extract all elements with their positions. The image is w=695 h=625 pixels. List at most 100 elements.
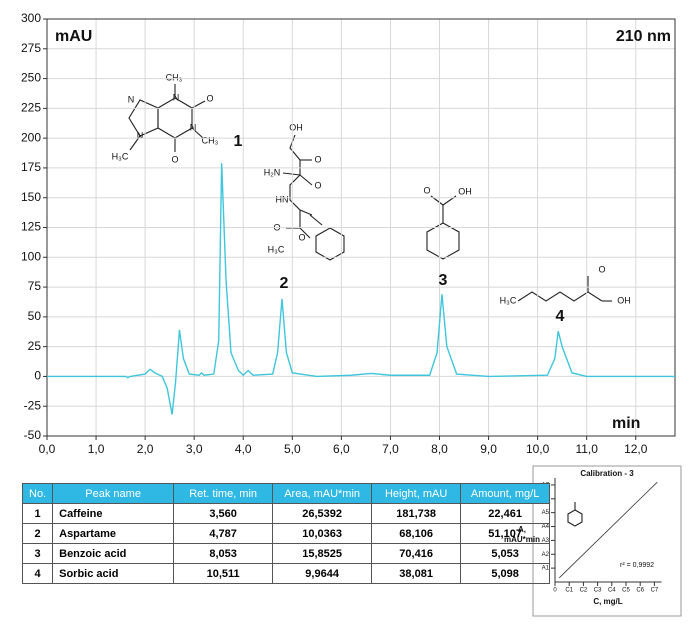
y-tick-label: 275	[21, 41, 41, 55]
table-cell: 22,461	[460, 503, 551, 524]
header-cell: Ret. time, min	[173, 483, 274, 504]
bond	[299, 174, 313, 186]
table-cell: 3,560	[173, 503, 274, 524]
y-tick-label: 75	[28, 279, 42, 293]
atom: O	[298, 232, 305, 242]
x-tick-label: 11,0	[575, 442, 598, 456]
atom: OH	[458, 186, 472, 196]
table-cell: 26,5392	[272, 503, 373, 524]
atom: O	[171, 154, 178, 164]
x-tick-label: C5	[622, 588, 630, 594]
atom: H₃C	[112, 151, 129, 161]
inset-benzoic-acid	[567, 502, 583, 527]
table-cell: 51,107	[460, 523, 551, 544]
atom: O	[598, 264, 605, 274]
table-cell: 9,9644	[272, 563, 373, 584]
benzoic-acid-structure: O OH	[423, 185, 472, 260]
y-axis-label: mAU	[55, 28, 92, 45]
x-tick-label: 5,0	[284, 442, 301, 456]
results-table: No. Peak name Ret. time, min Area, mAU*min H…	[21, 483, 551, 584]
caffeine-structure: N N N N O O CH₃ CH₃ H₃C	[112, 72, 219, 164]
header-cell: Area, mAU*min	[272, 483, 373, 504]
atom: O	[423, 185, 430, 195]
x-tick-label: 7,0	[382, 442, 399, 456]
atom: N	[173, 92, 180, 102]
plot-frame	[46, 18, 676, 437]
header-cell: Amount, mg/L	[460, 483, 551, 504]
table-row: 1 Caffeine 3,560 26,5392 181,738 22,461	[21, 503, 551, 524]
table-cell: 10,0363	[272, 523, 373, 544]
x-tick-label: 3,0	[186, 442, 203, 456]
x-tick-label: 0	[553, 588, 557, 594]
x-tick-label: C6	[636, 588, 644, 594]
table-cell: 70,416	[371, 543, 462, 564]
x-axis-label: min	[612, 415, 640, 432]
y-tick-label: -50	[24, 428, 42, 442]
y-tick-label: 175	[21, 160, 41, 174]
bond	[299, 209, 313, 216]
ring	[157, 97, 193, 139]
bond	[309, 214, 323, 226]
header-row: No. Peak name Ret. time, min Area, mAU*min H…	[21, 483, 551, 504]
aspartame-structure: OH O H₂N O HN O O H₃C	[264, 122, 345, 261]
x-tick-label: C7	[651, 588, 659, 594]
header-cell: Peak name	[52, 483, 175, 504]
x-tick-label: 4,0	[235, 442, 252, 456]
peak-label: 2	[280, 275, 289, 292]
atom: OH	[289, 122, 303, 132]
table-cell: 5,098	[460, 563, 551, 584]
y-tick-label: 200	[21, 130, 41, 144]
atom: O	[314, 180, 321, 190]
table-cell: Benzoic acid	[52, 543, 175, 564]
y-tick-label: 0	[34, 369, 41, 383]
table-row: 4 Sorbic acid 10,511 9,9644 38,081 5,098	[21, 563, 551, 584]
table-cell: 4,787	[173, 523, 274, 544]
x-tick-label: C1	[565, 588, 573, 594]
sorbic-acid-structure: H₃C O OH	[500, 264, 631, 305]
annotation: 210 nm	[616, 28, 671, 45]
table-cell: 5,053	[460, 543, 551, 564]
plot: -50 -25 0 25 50 75 100 125 150 175 200 225 250 275 300…	[21, 11, 676, 456]
x-tick-label: 10,0	[526, 442, 550, 456]
table-cell: 181,738	[371, 503, 462, 524]
peak-label: 1	[234, 133, 243, 150]
atom: H₃C	[268, 244, 285, 254]
atom: CH₃	[202, 135, 219, 145]
table-cell: Aspartame	[52, 523, 175, 544]
x-tick-label: 6,0	[333, 442, 350, 456]
table-cell: 68,106	[371, 523, 462, 544]
table-cell: Caffeine	[52, 503, 175, 524]
header-cell: Height, mAU	[371, 483, 462, 504]
y-tick-label: 225	[21, 101, 41, 115]
table-body: 1 Caffeine 3,560 26,5392 181,738 22,461 2 Aspar…	[21, 503, 551, 584]
ring	[567, 509, 583, 527]
table-cell: 1	[21, 503, 54, 524]
trace	[558, 481, 658, 579]
annotation: r² = 0,9992	[620, 562, 654, 569]
atom: CH₃	[166, 72, 183, 82]
table-cell: 2	[21, 523, 54, 544]
ring	[426, 222, 460, 260]
x-tick-label: C2	[580, 588, 588, 594]
table-cell: 8,053	[173, 543, 274, 564]
x-tick-label: 8,0	[431, 442, 448, 456]
atom: N	[128, 94, 135, 104]
y-tick-label: 25	[28, 339, 42, 353]
x-tick-label: C4	[608, 588, 616, 594]
bond	[517, 291, 603, 302]
x-tick-label: 2,0	[137, 442, 154, 456]
table-cell: 4	[21, 563, 54, 584]
y-tick-label: 150	[21, 190, 41, 204]
atom: O	[314, 154, 321, 164]
ring	[128, 99, 159, 137]
table-row: 3 Benzoic acid 8,053 15,8525 70,416 5,053	[21, 543, 551, 564]
bond	[282, 172, 301, 176]
atom: N	[190, 122, 197, 132]
peak-label: 3	[439, 272, 448, 289]
atom: H₂N	[264, 167, 281, 177]
bond	[289, 134, 311, 239]
header-cell: No.	[21, 483, 54, 504]
y-tick-label: 300	[21, 11, 41, 25]
atom: H₃C	[500, 295, 517, 305]
